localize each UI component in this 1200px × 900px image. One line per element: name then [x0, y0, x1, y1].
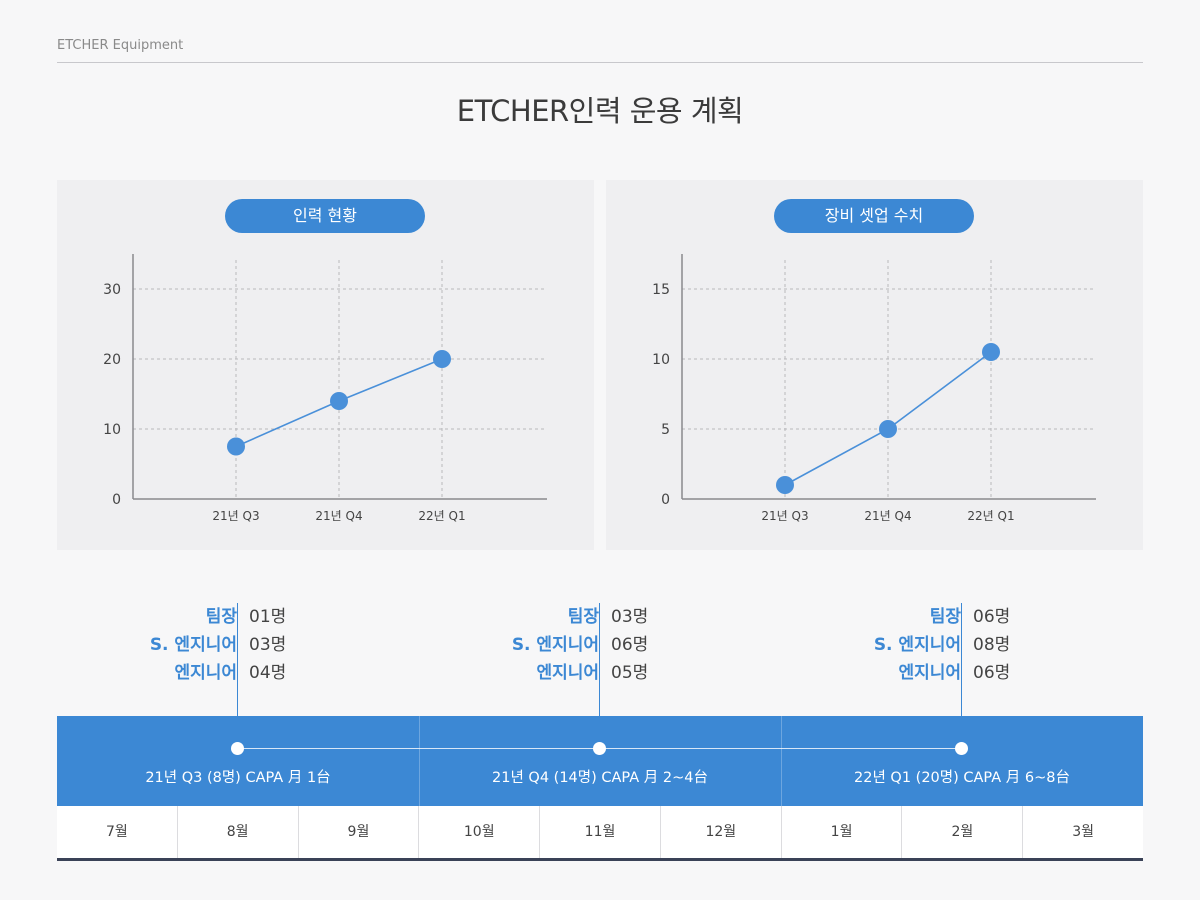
- data-point: [879, 420, 897, 438]
- staffing-connector: [237, 603, 238, 745]
- month-cell: 9월: [299, 806, 420, 858]
- staffing-line-chart: 0 10 20 30 21년 Q3 21년 Q4 22년 Q1: [103, 254, 547, 523]
- month-cell: 12월: [661, 806, 782, 858]
- staffing-roles: 팀장 S. 엔지니어 엔지니어: [150, 603, 237, 687]
- timeline-caption: 21년 Q3 (8명) CAPA 月 1台: [145, 770, 331, 786]
- chart-panel-staffing: 인력 현황 0 10 20 30 21년 Q3 21년 Q4 22년 Q1: [57, 180, 594, 550]
- x-tick-label: 21년 Q4: [864, 509, 911, 523]
- month-row: 7월 8월 9월 10월 11월 12월 1월 2월 3월: [57, 806, 1143, 861]
- y-tick-label: 10: [103, 422, 121, 438]
- timeline-caption: 22년 Q1 (20명) CAPA 月 6~8台: [854, 770, 1070, 786]
- role-label: S. 엔지니어: [511, 635, 599, 655]
- month-cell: 1월: [782, 806, 903, 858]
- chart-panel-setup: 장비 셋업 수치 0 5 10 15 21년 Q3 21년 Q4 22년 Q1: [606, 180, 1143, 550]
- header-divider: [57, 62, 1143, 63]
- month-cell: 3월: [1072, 824, 1095, 840]
- role-count: 03명: [611, 607, 649, 627]
- role-label: S. 엔지니어: [149, 635, 237, 655]
- role-count: 03명: [249, 635, 287, 655]
- role-count: 04명: [249, 663, 287, 683]
- brand-label: ETCHER Equipment: [57, 38, 184, 53]
- staffing-counts: 03명 06명 05명: [611, 603, 648, 687]
- timeline-milestone: [593, 742, 606, 755]
- page-title: ETCHER인력 운용 계획: [456, 94, 744, 128]
- data-point: [227, 437, 245, 456]
- role-count: 06명: [973, 663, 1011, 683]
- staffing-roles: 팀장 S. 엔지니어 엔지니어: [874, 603, 961, 687]
- chart-title-staffing: 인력 현황: [225, 199, 425, 233]
- role-label: 팀장: [567, 607, 599, 627]
- timeline-milestone: [231, 742, 244, 755]
- data-point: [433, 350, 451, 368]
- staffing-roles: 팀장 S. 엔지니어 엔지니어: [512, 603, 599, 687]
- x-tick-label: 21년 Q3: [761, 509, 808, 523]
- month-cell: 10월: [419, 806, 541, 858]
- staffing-counts: 06명 08명 06명: [973, 603, 1010, 687]
- role-count: 01명: [249, 607, 287, 627]
- role-label: 엔지니어: [536, 663, 599, 683]
- month-cell: 2월: [902, 806, 1024, 858]
- role-count: 06명: [973, 607, 1011, 627]
- x-tick-label: 22년 Q1: [967, 509, 1014, 523]
- y-tick-label: 20: [103, 352, 121, 368]
- y-tick-label: 5: [661, 422, 670, 438]
- month-cell: 7월: [57, 806, 178, 858]
- chart-title-setup: 장비 셋업 수치: [774, 199, 974, 233]
- staffing-connector: [961, 603, 962, 745]
- timeline-band: 21년 Q3 (8명) CAPA 月 1台 21년 Q4 (14명) CAPA …: [57, 716, 1143, 806]
- role-count: 05명: [611, 663, 649, 683]
- segment-divider: [781, 716, 782, 806]
- data-point: [330, 392, 348, 410]
- role-label: 엔지니어: [898, 663, 961, 683]
- staffing-connector: [599, 603, 600, 745]
- x-tick-label: 21년 Q3: [212, 509, 259, 523]
- x-tick-label: 21년 Q4: [315, 509, 362, 523]
- y-tick-label: 15: [652, 282, 670, 298]
- y-tick-label: 10: [652, 352, 670, 368]
- role-count: 08명: [973, 635, 1011, 655]
- y-tick-label: 0: [661, 492, 670, 508]
- segment-divider: [419, 716, 420, 806]
- month-cell: 8월: [178, 806, 299, 858]
- month-cell: 11월: [540, 806, 661, 858]
- data-point: [776, 476, 794, 494]
- y-tick-label: 30: [103, 282, 121, 298]
- role-count: 06명: [611, 635, 649, 655]
- role-label: S. 엔지니어: [873, 635, 961, 655]
- setup-line-chart: 0 5 10 15 21년 Q3 21년 Q4 22년 Q1: [652, 254, 1096, 523]
- x-tick-label: 22년 Q1: [418, 509, 465, 523]
- role-label: 엔지니어: [174, 663, 237, 683]
- role-label: 팀장: [929, 607, 961, 627]
- staffing-counts: 01명 03명 04명: [249, 603, 286, 687]
- role-label: 팀장: [205, 607, 237, 627]
- data-point: [982, 343, 1000, 361]
- timeline-caption: 21년 Q4 (14명) CAPA 月 2~4台: [492, 770, 708, 786]
- timeline-milestone: [955, 742, 968, 755]
- y-tick-label: 0: [112, 492, 121, 508]
